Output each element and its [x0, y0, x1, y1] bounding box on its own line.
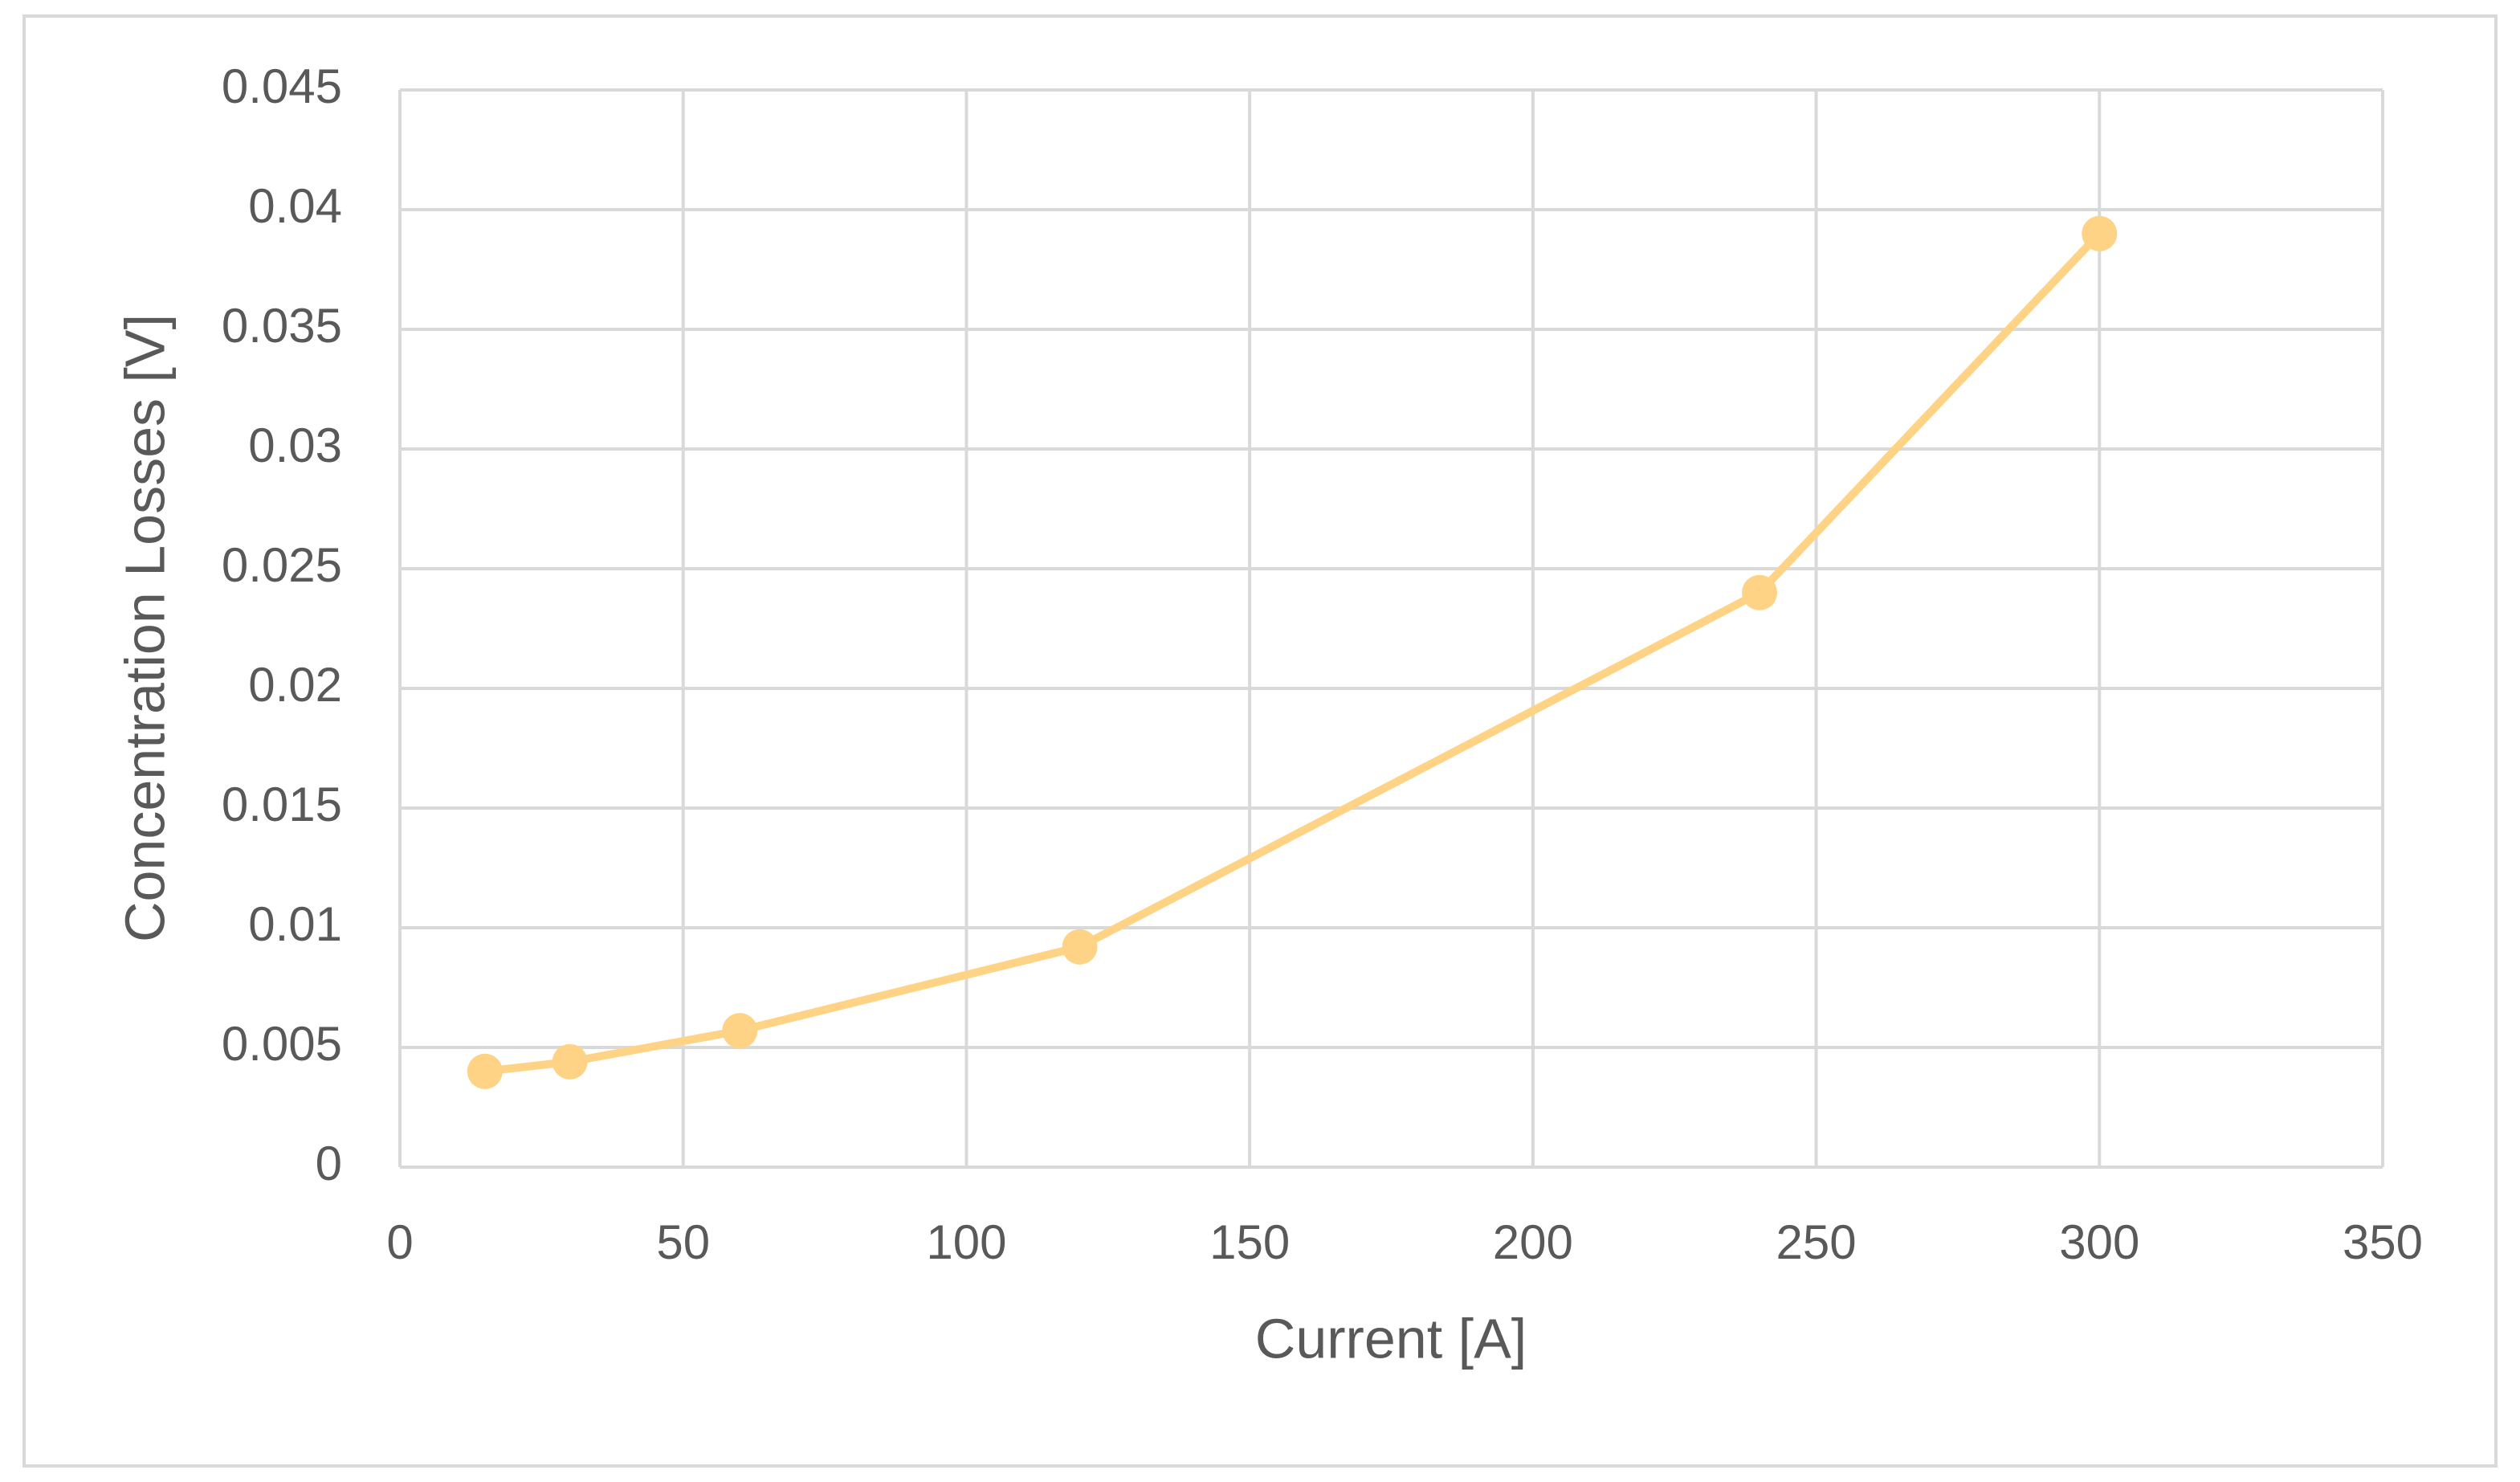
- data-point: [552, 1043, 588, 1080]
- y-tick-label: 0: [316, 1137, 342, 1190]
- y-tick-label: 0.02: [248, 658, 342, 712]
- x-tick-label: 150: [1209, 1215, 1290, 1269]
- y-tick-label: 0.045: [222, 59, 342, 113]
- x-tick-label: 0: [386, 1215, 413, 1269]
- x-tick-label: 300: [2059, 1215, 2139, 1269]
- y-tick-label: 0.015: [222, 778, 342, 831]
- y-tick-label: 0.04: [248, 179, 342, 233]
- y-tick-label: 0.03: [248, 418, 342, 472]
- data-point: [1742, 574, 1778, 610]
- y-tick-label: 0.035: [222, 299, 342, 353]
- data-point: [467, 1053, 503, 1089]
- y-tick-label: 0.01: [248, 897, 342, 951]
- x-tick-label: 350: [2343, 1215, 2423, 1269]
- x-axis-title: Current [A]: [1255, 1307, 1527, 1370]
- x-tick-label: 250: [1776, 1215, 1857, 1269]
- data-point: [2082, 215, 2118, 251]
- x-tick-label: 50: [656, 1215, 710, 1269]
- data-point: [1062, 929, 1098, 965]
- chart-frame: [22, 14, 2498, 1468]
- y-tick-label: 0.005: [222, 1017, 342, 1071]
- x-tick-label: 200: [1493, 1215, 1573, 1269]
- x-tick-label: 100: [926, 1215, 1006, 1269]
- y-axis-title: Concentration Losses [V]: [113, 314, 176, 942]
- data-point: [722, 1013, 758, 1049]
- y-tick-label: 0.025: [222, 538, 342, 592]
